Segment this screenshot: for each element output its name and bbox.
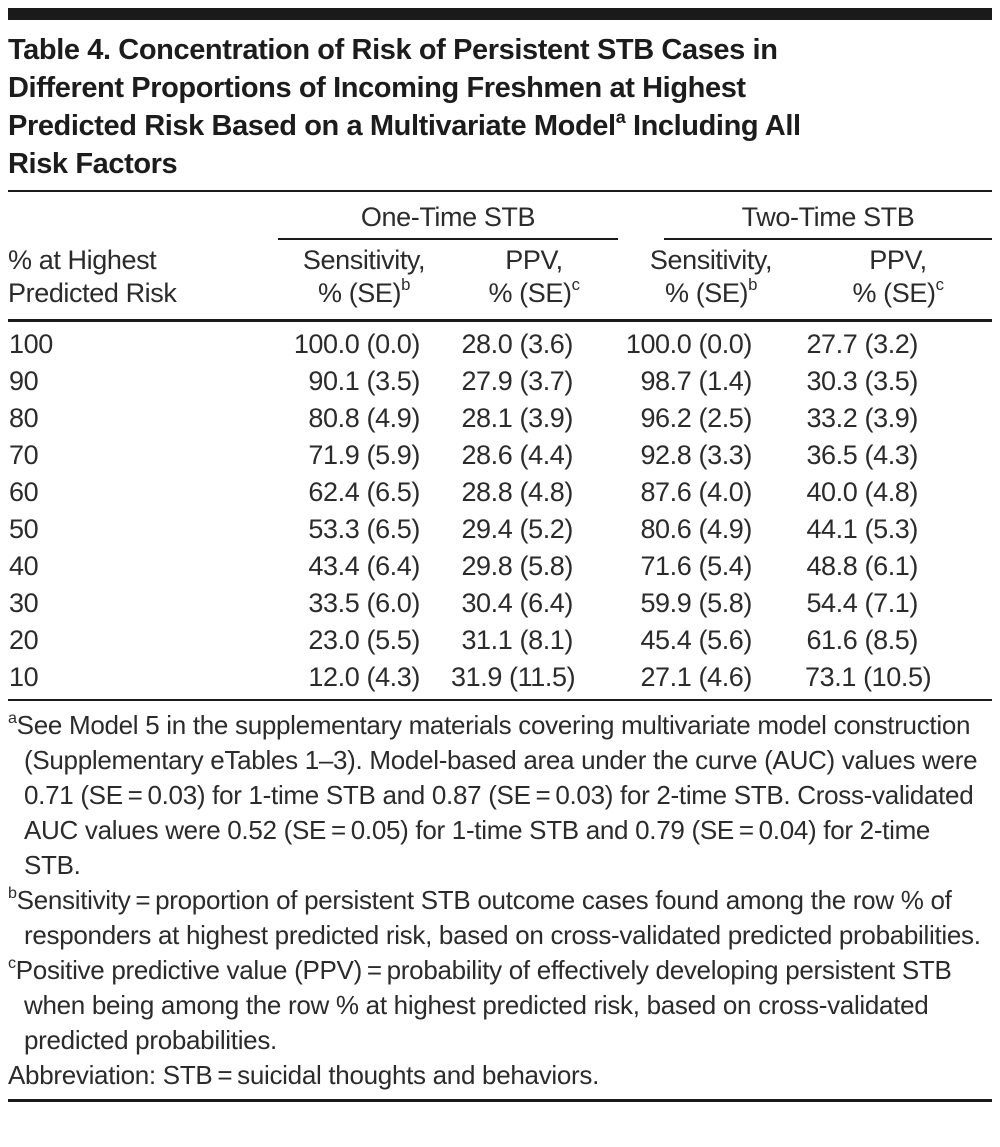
data-cell: 96.2 (2.5) — [640, 403, 753, 433]
title-line-2: Different Proportions of Incoming Freshm… — [8, 72, 746, 104]
bottom-rule-divider — [8, 1099, 992, 1102]
data-cell: 61.6 (8.5) — [806, 625, 919, 655]
col-header-one-time-ppv: PPV, % (SE)c — [450, 240, 619, 322]
data-cell: 54.4 (7.1) — [806, 588, 919, 618]
row-stub-percent: 80 — [9, 403, 39, 433]
data-cell: 23.0 (5.5) — [308, 625, 420, 655]
row-stub-percent: 60 — [9, 477, 39, 507]
table-row: 80 80.8 (4.9) 28.1 (3.9) 96.2 (2.5) 33.2 (3.… — [8, 400, 992, 437]
row-stub-percent: 70 — [9, 440, 39, 470]
row-stub-percent: 50 — [9, 514, 39, 544]
footnote-b-marker: b — [8, 883, 17, 902]
data-cell: 36.5 (4.3) — [806, 440, 919, 470]
row-stub-percent: 90 — [9, 366, 39, 396]
data-cell: 27.1 (4.6) — [640, 662, 753, 692]
title-footnote-marker-a: a — [615, 106, 626, 127]
footnote-c-text: Positive predictive value (PPV) = probab… — [15, 955, 952, 1055]
footnote-marker-c: c — [935, 275, 944, 295]
data-cell: 31.9 (11.5) — [451, 662, 576, 692]
group-header-two-time-stb: Two-Time STB — [618, 191, 993, 240]
data-cell: 73.1 (10.5) — [805, 662, 932, 692]
data-cell: 62.4 (6.5) — [308, 477, 420, 507]
data-cell: 98.7 (1.4) — [640, 366, 753, 396]
title-line-3: Predicted Risk Based on a Multivariate M… — [8, 107, 992, 145]
footnote-b: bSensitivity = proportion of persistent … — [8, 883, 992, 953]
data-cell: 27.7 (3.2) — [806, 329, 919, 359]
table-top-bar — [8, 8, 992, 20]
footnote-a-marker: a — [8, 708, 17, 727]
data-cell: 43.4 (6.4) — [308, 551, 420, 581]
table-title: Table 4. Concentration of Risk of Persis… — [8, 31, 992, 183]
subheader-row: Sensitivity, % (SE)b PPV, % (SE)c Sensit… — [8, 240, 993, 322]
table-row: 60 62.4 (6.5) 28.8 (4.8) 87.6 (4.0) 40.0 (4.… — [8, 474, 992, 511]
data-cell: 30.4 (6.4) — [461, 588, 574, 618]
data-cell: 40.0 (4.8) — [806, 477, 919, 507]
data-cell: 48.8 (6.1) — [806, 551, 919, 581]
data-cell: 100.0 (0.0) — [625, 329, 753, 359]
title-line-3-cont: Including All — [625, 110, 801, 142]
data-cell: 92.8 (3.3) — [640, 440, 753, 470]
col-header-two-time-sensitivity: Sensitivity, % (SE)b — [618, 240, 805, 322]
table-body: 100 100.0 (0.0) 28.0 (3.6) 100.0 (0.0) 27.7 … — [8, 321, 992, 701]
table-row: 100 100.0 (0.0) 28.0 (3.6) 100.0 (0.0) 27.7 … — [8, 321, 992, 364]
data-cell: 90.1 (3.5) — [308, 366, 420, 396]
row-stub-percent: 10 — [9, 662, 39, 692]
data-cell: 29.4 (5.2) — [461, 514, 574, 544]
data-cell: 53.3 (6.5) — [308, 514, 420, 544]
table-row: 50 53.3 (6.5) 29.4 (5.2) 80.6 (4.9) 44.1 (5.… — [8, 511, 992, 548]
col-header-one-time-sensitivity: Sensitivity, % (SE)b — [278, 240, 450, 322]
data-cell: 30.3 (3.5) — [806, 366, 919, 396]
data-cell: 59.9 (5.8) — [640, 588, 753, 618]
risk-concentration-table: % at Highest Predicted Risk One-Time STB… — [8, 190, 993, 701]
data-cell: 45.4 (5.6) — [640, 625, 753, 655]
row-stub-percent: 100 — [9, 329, 53, 359]
stub-header-line-2: Predicted Risk — [8, 278, 177, 308]
table-row: 40 43.4 (6.4) 29.8 (5.8) 71.6 (5.4) 48.8 (6.… — [8, 548, 992, 585]
spanner-row: % at Highest Predicted Risk One-Time STB… — [8, 191, 993, 322]
data-cell: 87.6 (4.0) — [640, 477, 753, 507]
data-cell: 28.0 (3.6) — [461, 329, 574, 359]
data-cell: 28.1 (3.9) — [461, 403, 574, 433]
footnote-c-marker: c — [8, 953, 16, 972]
data-cell: 71.9 (5.9) — [308, 440, 420, 470]
data-cell: 33.2 (3.9) — [806, 403, 919, 433]
table-row: 70 71.9 (5.9) 28.6 (4.4) 92.8 (3.3) 36.5 (4.… — [8, 437, 992, 474]
stub-header: % at Highest Predicted Risk — [8, 191, 278, 322]
data-cell: 28.6 (4.4) — [461, 440, 574, 470]
footnotes: aSee Model 5 in the supplementary materi… — [8, 708, 992, 1093]
table-row: 10 12.0 (4.3) 31.9 (11.5) 27.1 (4.6) 73.1 (1… — [8, 659, 992, 700]
footnote-marker-b: b — [401, 275, 411, 295]
table-row: 20 23.0 (5.5) 31.1 (8.1) 45.4 (5.6) 61.6 (8.… — [8, 622, 992, 659]
data-cell: 12.0 (4.3) — [308, 662, 420, 692]
footnote-marker-b: b — [748, 275, 758, 295]
footnote-b-text: Sensitivity = proportion of persistent S… — [16, 885, 981, 950]
data-cell: 28.8 (4.8) — [461, 477, 574, 507]
footnote-marker-c: c — [571, 275, 580, 295]
stub-header-line-1: % at Highest — [8, 245, 157, 275]
title-line-4: Risk Factors — [8, 148, 178, 180]
data-cell: 80.8 (4.9) — [308, 403, 420, 433]
data-cell: 71.6 (5.4) — [640, 551, 753, 581]
col-header-two-time-ppv: PPV, % (SE)c — [804, 240, 993, 322]
title-line-3-text: Predicted Risk Based on a Multivariate M… — [8, 110, 616, 142]
table-row: 90 90.1 (3.5) 27.9 (3.7) 98.7 (1.4) 30.3 (3.… — [8, 363, 992, 400]
data-cell: 100.0 (0.0) — [293, 329, 421, 359]
table-row: 30 33.5 (6.0) 30.4 (6.4) 59.9 (5.8) 54.4 (7.… — [8, 585, 992, 622]
data-cell: 44.1 (5.3) — [806, 514, 919, 544]
data-cell: 27.9 (3.7) — [461, 366, 574, 396]
data-cell: 80.6 (4.9) — [640, 514, 753, 544]
row-stub-percent: 40 — [9, 551, 39, 581]
abbreviation-note: Abbreviation: STB = suicidal thoughts an… — [8, 1060, 600, 1090]
group-header-one-time-stb: One-Time STB — [278, 191, 619, 240]
footnote-a-text: See Model 5 in the supplementary materia… — [16, 710, 978, 880]
data-cell: 33.5 (6.0) — [308, 588, 420, 618]
data-cell: 29.8 (5.8) — [461, 551, 574, 581]
row-stub-percent: 30 — [9, 588, 39, 618]
data-cell: 31.1 (8.1) — [461, 625, 574, 655]
title-line-1: Table 4. Concentration of Risk of Persis… — [8, 34, 778, 66]
footnote-a: aSee Model 5 in the supplementary materi… — [8, 708, 992, 883]
footnote-c: cPositive predictive value (PPV) = proba… — [8, 953, 992, 1058]
row-stub-percent: 20 — [9, 625, 39, 655]
